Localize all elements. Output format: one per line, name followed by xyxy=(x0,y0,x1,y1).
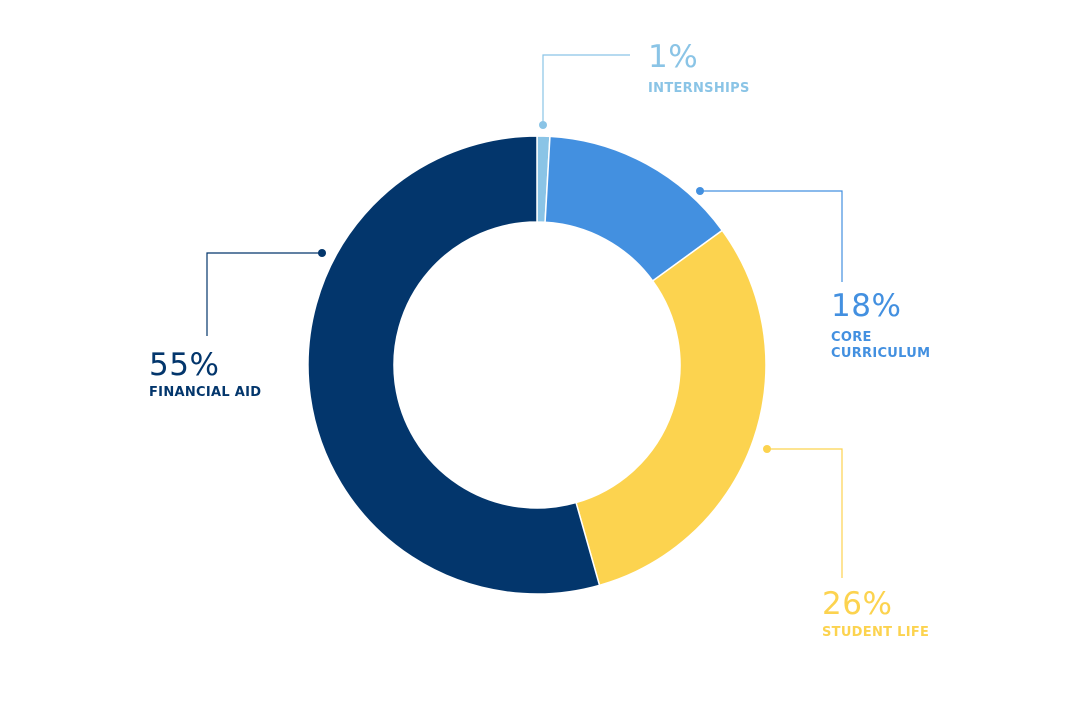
slice-label-financial-aid: FINANCIAL AID xyxy=(149,385,262,400)
leader-dot-internships xyxy=(539,121,547,129)
leader-dot-student-life xyxy=(763,445,771,453)
slice-label-core-curriculum: CORE CURRICULUM xyxy=(831,330,931,361)
slice-student-life xyxy=(575,229,767,587)
leader-line-financial-aid xyxy=(206,252,322,336)
slice-percent-core-curriculum: 18% xyxy=(831,288,902,324)
slice-percent-student-life: 26% xyxy=(822,586,893,622)
leader-line-internships xyxy=(542,54,630,125)
leader-line-student-life xyxy=(767,448,843,578)
leader-dot-core-curriculum xyxy=(696,187,704,195)
slice-label-internships: INTERNSHIPS xyxy=(648,81,750,96)
slice-percent-internships: 1% xyxy=(648,39,699,75)
slice-financial-aid xyxy=(307,135,601,595)
leader-line-core-curriculum xyxy=(700,190,843,282)
slice-label-student-life: STUDENT LIFE xyxy=(822,625,930,640)
slice-percent-financial-aid: 55% xyxy=(149,347,220,383)
leader-dot-financial-aid xyxy=(318,249,326,257)
